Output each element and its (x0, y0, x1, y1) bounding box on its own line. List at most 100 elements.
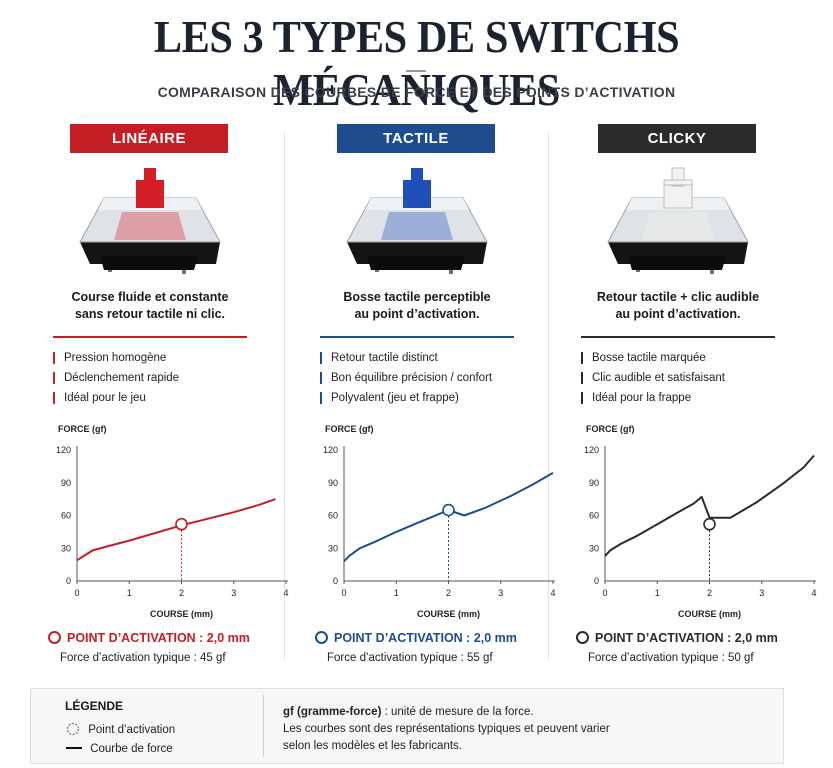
switch-stem-shadow (114, 212, 186, 240)
title-rule (406, 70, 426, 72)
description-clicky: Retour tactile + clic audible au point d’… (578, 289, 778, 323)
activation-point (442, 503, 455, 517)
y-tick-label: 30 (328, 543, 338, 553)
y-tick-label: 120 (584, 445, 599, 455)
legend-note: gf (gramme-force) : unité de mesure de l… (283, 704, 763, 755)
force-curve (343, 472, 554, 562)
feature-item: Bon équilibre précision / confort (317, 371, 492, 391)
x-axis-label: COURSE (mm) (678, 609, 741, 619)
page-subtitle: COMPARAISON DES COURBES DE FORCE ET DES … (157, 84, 676, 100)
x-tick-label: 0 (341, 588, 346, 598)
activation-point-label-tactile: POINT D’ACTIVATION : 2,0 mm (315, 629, 517, 647)
page-title: LES 3 TYPES DE SWITCHS MÉCANIQUES (153, 11, 680, 115)
feature-item: Idéal pour le jeu (50, 391, 179, 411)
switch-image-lineaire (79, 168, 221, 274)
note-line: Les courbes sont des représentations typ… (283, 723, 610, 735)
typical-force-lineaire: Force d’activation typique : 45 gf (60, 652, 226, 664)
activation-ring-icon (315, 631, 328, 644)
switch-image-tactile (346, 168, 488, 274)
activation-point-label-clicky: POINT D’ACTIVATION : 2,0 mm (576, 629, 778, 647)
description-line: au point d’activation. (354, 307, 480, 321)
feature-text: Clic audible et satisfaisant (592, 372, 725, 384)
y-tick-label: 60 (589, 511, 599, 521)
description-underline (581, 336, 775, 338)
y-tick-label: 90 (589, 478, 599, 488)
description-tactile: Bosse tactile perceptible au point d’acti… (317, 289, 517, 323)
y-tick-label: 120 (323, 445, 338, 455)
feature-bullet (320, 372, 322, 384)
feature-item: Clic audible et satisfaisant (578, 371, 725, 391)
feature-bullet (53, 372, 55, 384)
legend-separator (263, 695, 264, 757)
type-banner-clicky: CLICKY (598, 124, 756, 153)
x-tick-label: 4 (811, 588, 816, 598)
force-curve-icon (66, 747, 82, 749)
x-axis-label: COURSE (mm) (150, 609, 213, 619)
description-line: Bosse tactile perceptible (343, 290, 491, 304)
x-tick-label: 0 (602, 588, 607, 598)
y-tick-label: 0 (333, 576, 338, 586)
x-tick-label: 4 (283, 588, 288, 598)
feature-text: Idéal pour le jeu (64, 392, 146, 404)
force-chart-lineaire: FORCE (gf) 0 30 60 90 120 0 1 2 3 4 COURSE (mm) (56, 424, 289, 619)
feature-text: Idéal pour la frappe (592, 392, 692, 404)
legend-curve: Courbe de force (65, 741, 173, 757)
y-axis-label: FORCE (gf) (325, 424, 374, 434)
switch-image-clicky (607, 167, 749, 274)
column-divider (548, 132, 549, 660)
feature-bullet (320, 392, 322, 404)
force-curve (76, 498, 276, 562)
type-banner-tactile: TACTILE (337, 124, 495, 153)
y-tick-label: 120 (56, 445, 71, 455)
feature-bullet (581, 392, 583, 404)
note-def: : unité de mesure de la force. (381, 706, 534, 718)
feature-text: Bosse tactile marquée (592, 352, 706, 364)
y-tick-label: 0 (66, 576, 71, 586)
feature-text: Retour tactile distinct (331, 352, 438, 364)
x-tick-label: 2 (707, 588, 712, 598)
legend-title: LÉGENDE (65, 699, 124, 713)
x-axis-label: COURSE (mm) (417, 609, 480, 619)
feature-bullet (53, 352, 55, 364)
y-tick-label: 30 (61, 543, 71, 553)
legend-curve-label: Courbe de force (90, 743, 173, 755)
feature-list-lineaire: Pression homogène Déclenchement rapide Idé… (50, 351, 179, 411)
legend-box: LÉGENDE Point d’activation Courbe de for… (30, 688, 784, 764)
feature-bullet (581, 372, 583, 384)
x-tick-label: 0 (74, 588, 79, 598)
feature-bullet (53, 392, 55, 404)
feature-item: Bosse tactile marquée (578, 351, 725, 371)
x-tick-label: 3 (231, 588, 236, 598)
y-tick-label: 90 (61, 478, 71, 488)
switch-column-tactile: TACTILE Bosse tactile perceptible au point… (315, 124, 577, 664)
description-lineaire: Course fluide et constante sans retour ta… (50, 289, 250, 323)
x-tick-label: 1 (655, 588, 660, 598)
note-line: selon les modèles et les fabricants. (283, 740, 462, 752)
force-curve (604, 454, 815, 557)
feature-text: Pression homogène (64, 352, 167, 364)
feature-text: Bon équilibre précision / confort (331, 372, 493, 384)
feature-item: Retour tactile distinct (317, 351, 492, 371)
force-chart-clicky: FORCE (gf) 0 30 60 90 120 0 1 2 3 4 COURSE (mm) (584, 424, 817, 619)
description-line: Retour tactile + clic audible (596, 290, 760, 304)
x-tick-label: 2 (179, 588, 184, 598)
description-line: Course fluide et constante (71, 290, 229, 304)
column-divider (284, 132, 285, 660)
feature-item: Pression homogène (50, 351, 179, 371)
x-tick-label: 2 (446, 588, 451, 598)
y-tick-label: 60 (61, 511, 71, 521)
legend-activation-label: Point d’activation (88, 724, 176, 736)
x-tick-label: 4 (550, 588, 555, 598)
switch-stem-shadow (381, 212, 453, 240)
x-tick-label: 1 (127, 588, 132, 598)
switch-stem-cross (663, 179, 693, 186)
y-axis-label: FORCE (gf) (586, 424, 635, 434)
description-underline (320, 336, 514, 338)
description-line: au point d’activation. (615, 307, 741, 321)
switch-column-lineaire: LINÉAIRE Course fluide et constante sans r… (48, 124, 310, 664)
typical-force-tactile: Force d’activation typique : 55 gf (327, 652, 493, 664)
switch-stem-cross (403, 180, 431, 185)
y-tick-label: 30 (589, 543, 599, 553)
activation-text: POINT D’ACTIVATION : 2,0 mm (67, 631, 250, 645)
feature-text: Déclenchement rapide (64, 372, 180, 384)
